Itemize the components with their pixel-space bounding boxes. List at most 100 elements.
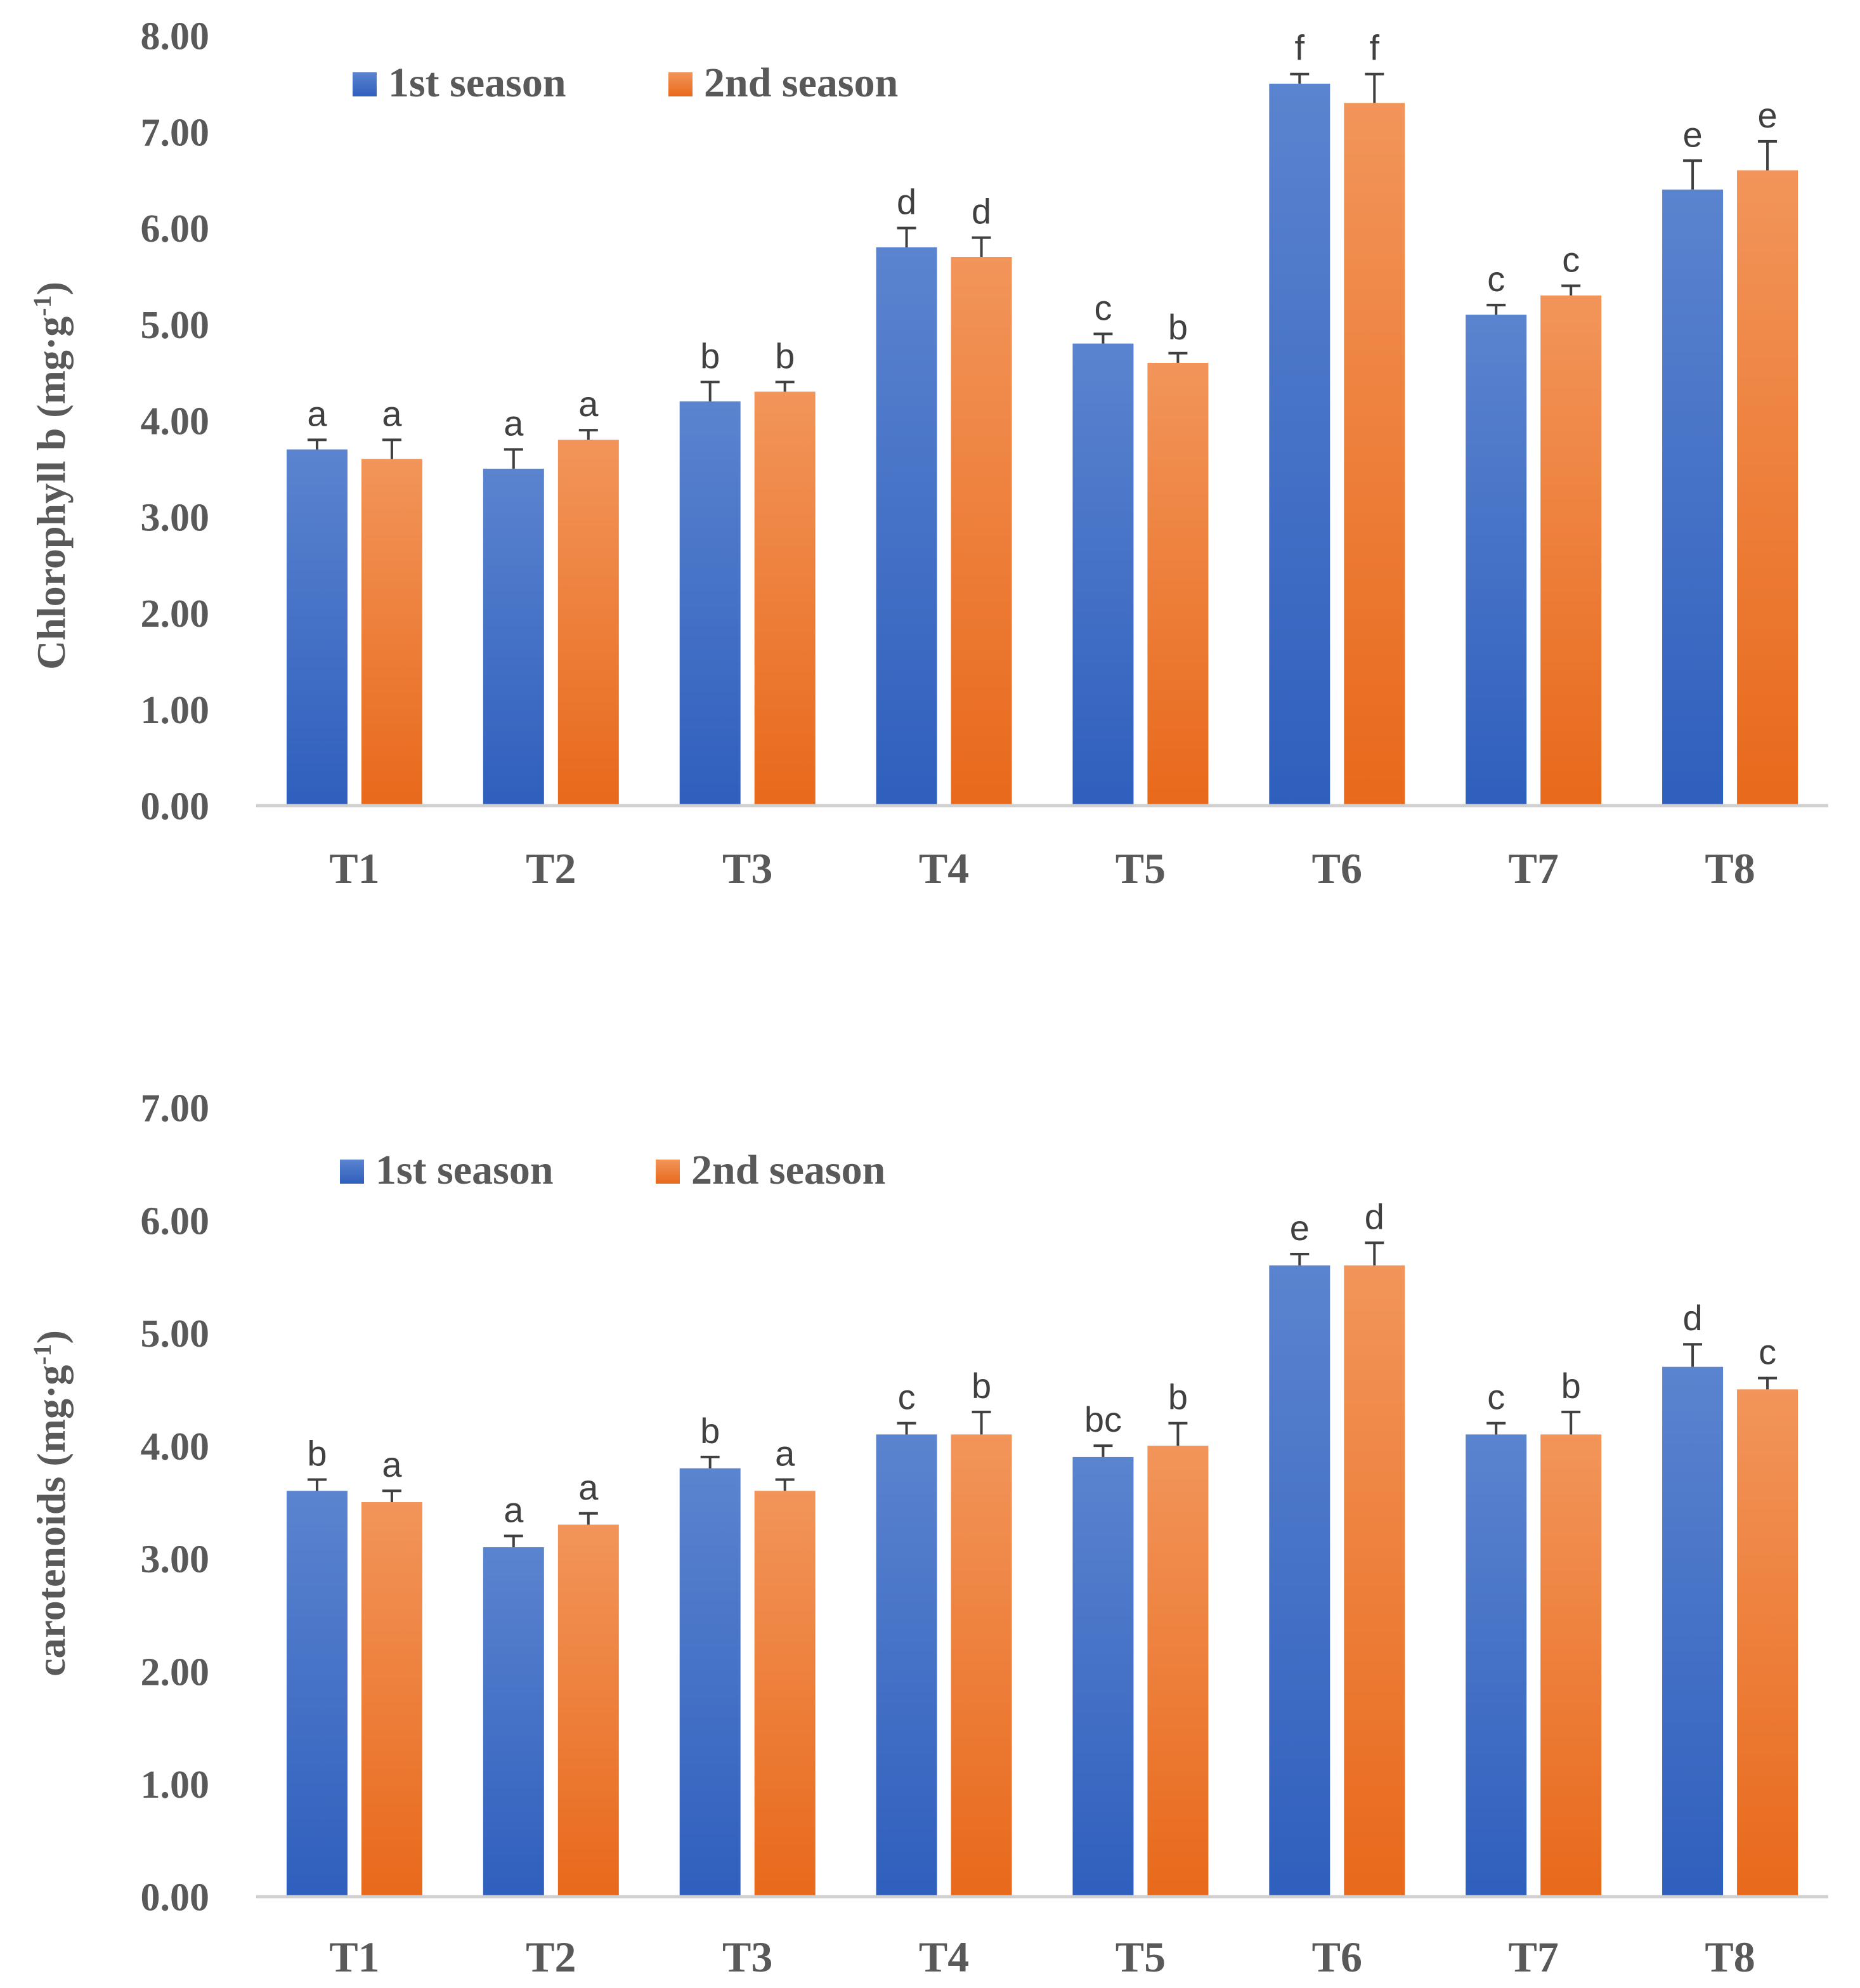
chart2-significance-letter: c <box>1487 1377 1505 1417</box>
chart1-bar-t2-s2 <box>557 440 619 806</box>
chart1-bar-t1-s1 <box>286 449 348 806</box>
chart1-y-tick-label: 5.00 <box>141 304 210 347</box>
chart2-bar-t8-s1 <box>1662 1366 1724 1897</box>
chart1-bar-t2-s1 <box>483 468 544 806</box>
chart2-x-tick-label: T6 <box>1312 1933 1362 1981</box>
chart2-x-tick-label: T2 <box>526 1933 576 1981</box>
chart2-bar-t7-s2 <box>1540 1434 1602 1897</box>
chart1-x-tick-label: T3 <box>722 844 772 893</box>
chart1-significance-letter: f <box>1370 28 1380 68</box>
chart2-y-tick-label: 1.00 <box>141 1763 210 1807</box>
chart2-significance-letter: bc <box>1084 1399 1122 1439</box>
chart1-bar-t4-s1 <box>876 247 937 806</box>
chart2-significance-letter: b <box>972 1366 991 1406</box>
chart2-x-tick-label: T8 <box>1705 1933 1755 1981</box>
chart1-y-axis-title: Chlorophyll b (mg·g-1) <box>28 282 74 670</box>
chart2-legend-label-1st: 1st season <box>375 1147 554 1193</box>
chart1-bar-t8-s2 <box>1737 170 1798 806</box>
chart1-significance-letter: e <box>1757 95 1777 135</box>
chart1-x-tick-label: T2 <box>526 844 576 893</box>
chart1-significance-letter: b <box>1168 307 1188 347</box>
chart1-x-tick-label: T4 <box>919 844 969 893</box>
chart2-y-axis-title: carotenoids (mg·g-1) <box>28 1330 74 1677</box>
chart2-significance-letter: e <box>1290 1208 1310 1248</box>
chart2-significance-letter: d <box>1682 1298 1702 1338</box>
chart1-x-tick-label: T1 <box>329 844 379 893</box>
chart2-significance-letter: b <box>307 1433 327 1473</box>
chart1-significance-letter: d <box>972 192 991 232</box>
chart2-bar-t2-s1 <box>483 1547 544 1897</box>
chart2-y-tick-label: 5.00 <box>141 1312 210 1356</box>
chart1-significance-letter: a <box>504 403 524 443</box>
chart1-legend-swatch-1st <box>353 72 377 96</box>
chart2-bar-t6-s1 <box>1269 1265 1330 1897</box>
chart1-legend-label-1st: 1st season <box>388 60 566 106</box>
chart2-significance-letter: a <box>504 1489 524 1529</box>
chart1-significance-letter: c <box>1562 240 1580 280</box>
chart2-significance-letter: a <box>382 1444 402 1484</box>
chart2-bar-t1-s2 <box>361 1502 422 1897</box>
chart1-bar-t7-s2 <box>1540 295 1602 806</box>
chart2-y-tick-label: 2.00 <box>141 1651 210 1694</box>
chart1-y-tick-label: 4.00 <box>141 400 210 443</box>
chart1-y-tick-label: 3.00 <box>141 496 210 539</box>
chlorophyll-b-chart: Chlorophyll b (mg·g-1) 1st season 2nd se… <box>28 15 1828 893</box>
chart2-bar-t6-s2 <box>1344 1265 1405 1897</box>
chart1-bar-t5-s2 <box>1147 362 1209 806</box>
chart2-y-tick-label: 6.00 <box>141 1200 210 1243</box>
chart2-bar-t4-s1 <box>876 1434 937 1897</box>
chart1-y-tick-label: 0.00 <box>141 785 210 828</box>
chart1-x-tick-label: T8 <box>1705 844 1755 893</box>
chart2-bar-t1-s1 <box>286 1491 348 1897</box>
chart2-significance-letter: c <box>898 1377 916 1417</box>
chart2-significance-letter: a <box>578 1467 599 1507</box>
chart1-bar-t6-s1 <box>1269 83 1330 806</box>
chart2-legend-swatch-2nd <box>656 1160 680 1184</box>
chart1-y-tick-label: 1.00 <box>141 689 210 732</box>
chart2-significance-letter: d <box>1365 1196 1384 1236</box>
chart2-bar-t3-s1 <box>679 1468 741 1897</box>
chart1-bar-t1-s2 <box>361 459 422 806</box>
chart1-significance-letter: b <box>775 336 795 376</box>
chart2-significance-letter: b <box>700 1411 720 1451</box>
chart1-significance-letter: e <box>1682 114 1702 154</box>
chart2-x-tick-label: T5 <box>1115 1933 1166 1981</box>
chart2-bar-t8-s2 <box>1737 1389 1798 1897</box>
chart2-significance-letter: c <box>1759 1332 1776 1372</box>
chart1-bar-t4-s2 <box>951 257 1012 806</box>
chart2-y-tick-label: 0.00 <box>141 1876 210 1919</box>
chart1-bar-t3-s2 <box>754 391 816 806</box>
chart2-x-tick-label: T4 <box>919 1933 969 1981</box>
chart1-y-tick-label: 2.00 <box>141 592 210 636</box>
chart2-legend-swatch-1st <box>340 1160 364 1184</box>
chart1-significance-letter: a <box>578 384 599 424</box>
chart2-bar-t7-s1 <box>1466 1434 1527 1897</box>
chart1-significance-letter: f <box>1295 28 1305 68</box>
chart2-significance-letter: b <box>1561 1366 1581 1406</box>
chart2-significance-letter: b <box>1168 1377 1188 1417</box>
chart1-significance-letter: b <box>700 336 720 376</box>
chart1-x-tick-label: T6 <box>1312 844 1362 893</box>
chart2-y-tick-label: 4.00 <box>141 1425 210 1468</box>
chart1-x-tick-label: T5 <box>1115 844 1166 893</box>
chart1-significance-letter: c <box>1094 287 1112 327</box>
chart1-bar-t8-s1 <box>1662 189 1724 806</box>
chart1-x-tick-label: T7 <box>1509 844 1559 893</box>
chart2-bar-t4-s2 <box>951 1434 1012 1897</box>
chart2-x-tick-label: T3 <box>722 1933 772 1981</box>
chart1-y-tick-label: 6.00 <box>141 207 210 251</box>
chart2-legend-label-2nd: 2nd season <box>691 1147 885 1193</box>
chart1-legend-swatch-2nd <box>668 72 693 96</box>
chart1-significance-letter: d <box>897 182 916 222</box>
chart1-y-tick-label: 8.00 <box>141 15 210 58</box>
chart1-significance-letter: c <box>1487 259 1505 299</box>
chart2-significance-letter: a <box>775 1433 795 1473</box>
chart1-bar-t5-s1 <box>1072 343 1134 806</box>
chart2-y-tick-label: 3.00 <box>141 1538 210 1581</box>
chart2-y-tick-label: 7.00 <box>141 1087 210 1130</box>
chart2-x-tick-label: T7 <box>1509 1933 1559 1981</box>
chart2-bar-t5-s1 <box>1072 1456 1134 1897</box>
chart1-bar-t3-s1 <box>679 401 741 806</box>
carotenoids-chart: carotenoids (mg·g-1) 1st season 2nd seas… <box>28 1087 1828 1981</box>
